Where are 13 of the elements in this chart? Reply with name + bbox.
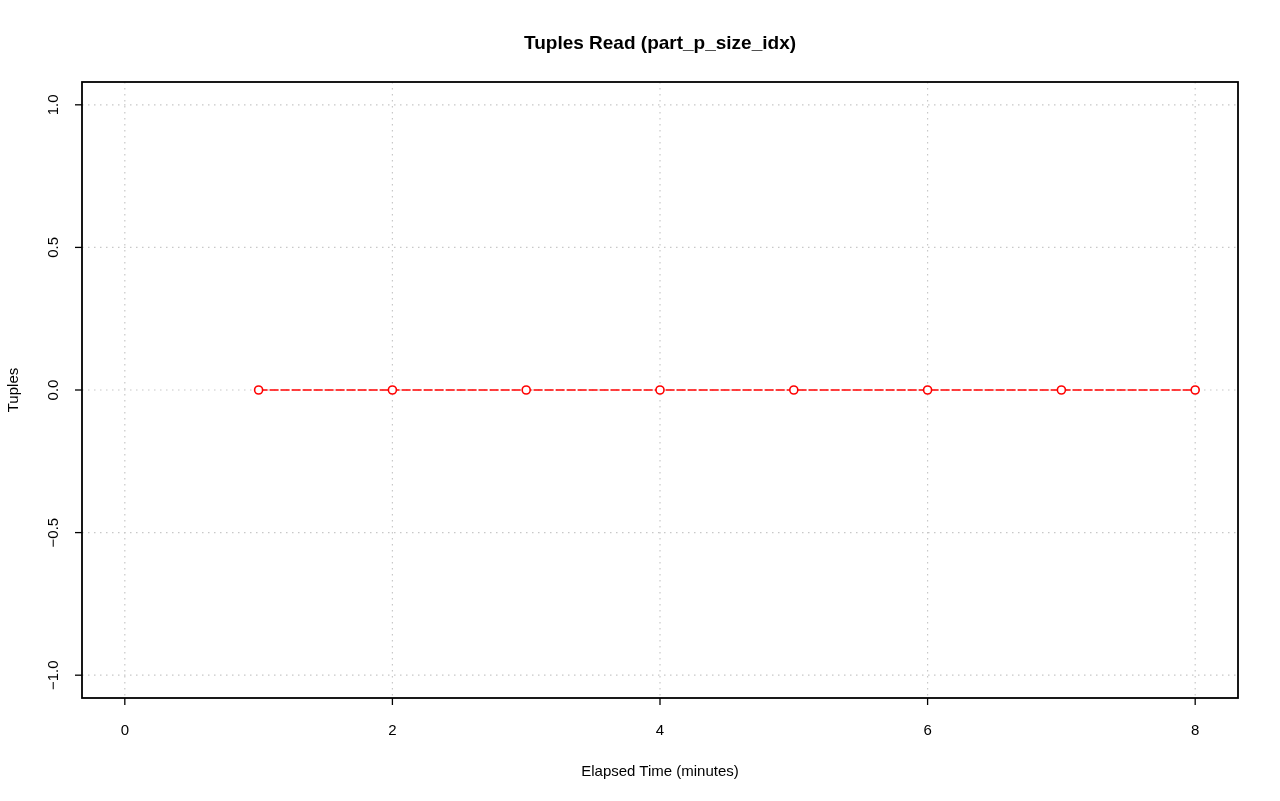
x-tick-label: 2 [388, 721, 397, 738]
y-tick-label: −0.5 [44, 517, 61, 548]
chart-title: Tuples Read (part_p_size_idx) [523, 32, 797, 53]
x-tick-label: 4 [655, 721, 665, 738]
y-tick-label: 0.0 [44, 379, 61, 401]
x-tick-label: 0 [120, 721, 129, 738]
x-axis-title: Elapsed Time (minutes) [581, 762, 739, 779]
y-axis-title: Tuples [4, 367, 21, 413]
x-tick-label: 8 [1191, 721, 1200, 738]
x-tick-label: 6 [923, 721, 932, 738]
y-tick-label: 0.5 [44, 236, 61, 258]
y-tick-label: 1.0 [44, 94, 61, 116]
y-tick-label: −1.0 [44, 660, 61, 690]
